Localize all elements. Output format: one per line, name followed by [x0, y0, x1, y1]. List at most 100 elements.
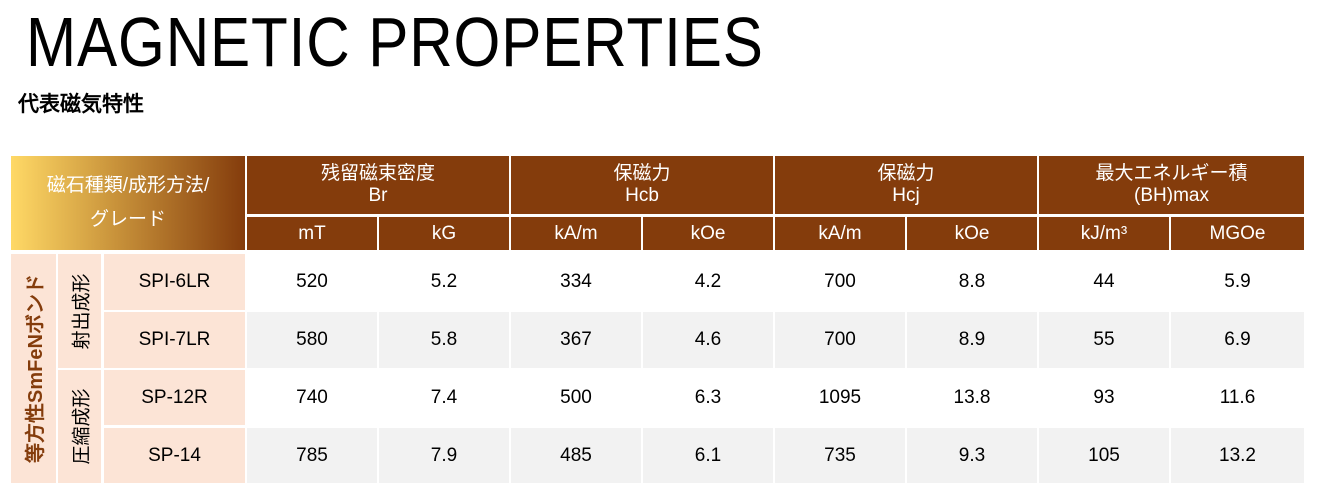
- value-cell-text: 5.8: [430, 329, 458, 350]
- value-cell-text: 4.6: [694, 329, 722, 350]
- unit-header-text: kOe: [954, 222, 990, 244]
- grade-cell: SP-14: [104, 428, 245, 483]
- unit-header: kA/m: [775, 217, 905, 250]
- group-header-name: 保磁力: [877, 163, 935, 184]
- group-header-symbol: Hcb: [625, 185, 659, 206]
- unit-header-text: mT: [298, 222, 326, 244]
- group-header-symbol: (BH)max: [1134, 185, 1209, 206]
- value-cell: 7.4: [379, 370, 509, 425]
- corner-header: 磁石種類/成形方法/ グレード: [11, 156, 245, 250]
- value-cell-text: 4.2: [694, 271, 722, 292]
- value-cell: 13.8: [907, 370, 1037, 425]
- group-header: 保磁力 Hcj: [775, 156, 1037, 214]
- group-header: 残留磁束密度 Br: [247, 156, 509, 214]
- magnet-type-cell: 等方性SmFeNボンド: [11, 254, 56, 483]
- unit-header-text: MGOe: [1209, 222, 1266, 244]
- unit-header: kOe: [907, 217, 1037, 250]
- value-cell-text: 6.9: [1224, 329, 1251, 350]
- method-label: 射出成形: [71, 272, 93, 350]
- value-cell-text: 485: [560, 444, 592, 466]
- value-cell: 1095: [775, 370, 905, 425]
- unit-header-text: kA/m: [554, 222, 598, 244]
- value-cell-text: 105: [1088, 444, 1120, 466]
- unit-header: kJ/m³: [1039, 217, 1169, 250]
- grade-cell: SP-12R: [104, 370, 245, 425]
- value-cell: 580: [247, 312, 377, 368]
- group-header: 保磁力 Hcb: [511, 156, 773, 214]
- unit-header-text: kJ/m³: [1080, 222, 1128, 244]
- value-cell: 7.9: [379, 428, 509, 483]
- value-cell-text: 93: [1093, 386, 1115, 408]
- value-cell: 785: [247, 428, 377, 483]
- value-cell-text: 334: [560, 271, 592, 292]
- value-cell: 500: [511, 370, 641, 425]
- value-cell-text: 8.9: [958, 329, 986, 350]
- value-cell: 44: [1039, 254, 1169, 310]
- value-cell: 6.9: [1171, 312, 1304, 368]
- value-cell: 6.3: [643, 370, 773, 425]
- value-cell: 334: [511, 254, 641, 310]
- value-cell: 9.3: [907, 428, 1037, 483]
- magnet-type-label: 等方性SmFeNボンド: [25, 274, 47, 463]
- value-cell: 367: [511, 312, 641, 368]
- method-label: 圧縮成形: [71, 388, 93, 465]
- value-cell-text: 6.3: [694, 386, 722, 408]
- value-cell: 5.9: [1171, 254, 1304, 310]
- value-cell-text: 700: [824, 329, 856, 350]
- value-cell: 8.8: [907, 254, 1037, 310]
- value-cell-text: 367: [560, 329, 592, 350]
- group-header: 最大エネルギー積 (BH)max: [1039, 156, 1304, 214]
- value-cell-text: 735: [824, 444, 856, 466]
- group-header-name: 残留磁束密度: [320, 163, 435, 184]
- method-cell-injection: 射出成形: [58, 254, 101, 368]
- value-cell-text: 55: [1093, 329, 1115, 350]
- value-cell: 11.6: [1171, 370, 1304, 425]
- page-title: MAGNETIC PROPERTIES: [26, 3, 764, 81]
- unit-header: MGOe: [1171, 217, 1304, 250]
- grade-cell-text: SPI-6LR: [138, 271, 211, 292]
- value-cell-text: 1095: [818, 386, 862, 408]
- value-cell: 55: [1039, 312, 1169, 368]
- unit-header: mT: [247, 217, 377, 250]
- value-cell: 13.2: [1171, 428, 1304, 483]
- value-cell: 4.6: [643, 312, 773, 368]
- unit-header: kOe: [643, 217, 773, 250]
- value-cell-text: 7.9: [430, 444, 458, 466]
- method-cell-compression: 圧縮成形: [58, 370, 101, 483]
- value-cell-text: 13.8: [953, 386, 991, 408]
- value-cell-text: 700: [824, 271, 856, 292]
- group-header-symbol: Br: [368, 185, 388, 206]
- value-cell-text: 740: [296, 386, 328, 408]
- value-cell: 5.8: [379, 312, 509, 368]
- value-cell-text: 785: [296, 444, 328, 466]
- value-cell-text: 6.1: [694, 444, 722, 466]
- value-cell: 735: [775, 428, 905, 483]
- value-cell: 700: [775, 254, 905, 310]
- value-cell-text: 500: [560, 386, 592, 408]
- value-cell-text: 11.6: [1219, 386, 1256, 408]
- value-cell-text: 7.4: [430, 386, 458, 408]
- value-cell-text: 520: [296, 271, 328, 292]
- grade-cell: SPI-6LR: [104, 254, 245, 310]
- grade-cell-text: SPI-7LR: [138, 329, 211, 350]
- value-cell-text: 5.9: [1224, 271, 1251, 292]
- value-cell: 8.9: [907, 312, 1037, 368]
- unit-header-text: kA/m: [818, 222, 862, 244]
- unit-header-text: kG: [431, 222, 457, 244]
- group-header-name: 最大エネルギー積: [1095, 163, 1248, 184]
- section-subtitle: 代表磁気特性: [18, 92, 144, 116]
- value-cell: 485: [511, 428, 641, 483]
- value-cell-text: 580: [296, 329, 328, 350]
- value-cell-text: 9.3: [958, 444, 986, 466]
- value-cell: 6.1: [643, 428, 773, 483]
- corner-header-line2: グレード: [89, 209, 166, 230]
- value-cell-text: 5.2: [430, 271, 458, 292]
- value-cell: 520: [247, 254, 377, 310]
- unit-header: kG: [379, 217, 509, 250]
- corner-header-line1: 磁石種類/成形方法/: [46, 175, 210, 196]
- unit-header: kA/m: [511, 217, 641, 250]
- value-cell-text: 8.8: [958, 271, 986, 292]
- value-cell: 740: [247, 370, 377, 425]
- grade-cell-text: SP-12R: [141, 386, 208, 408]
- value-cell-text: 44: [1093, 271, 1115, 292]
